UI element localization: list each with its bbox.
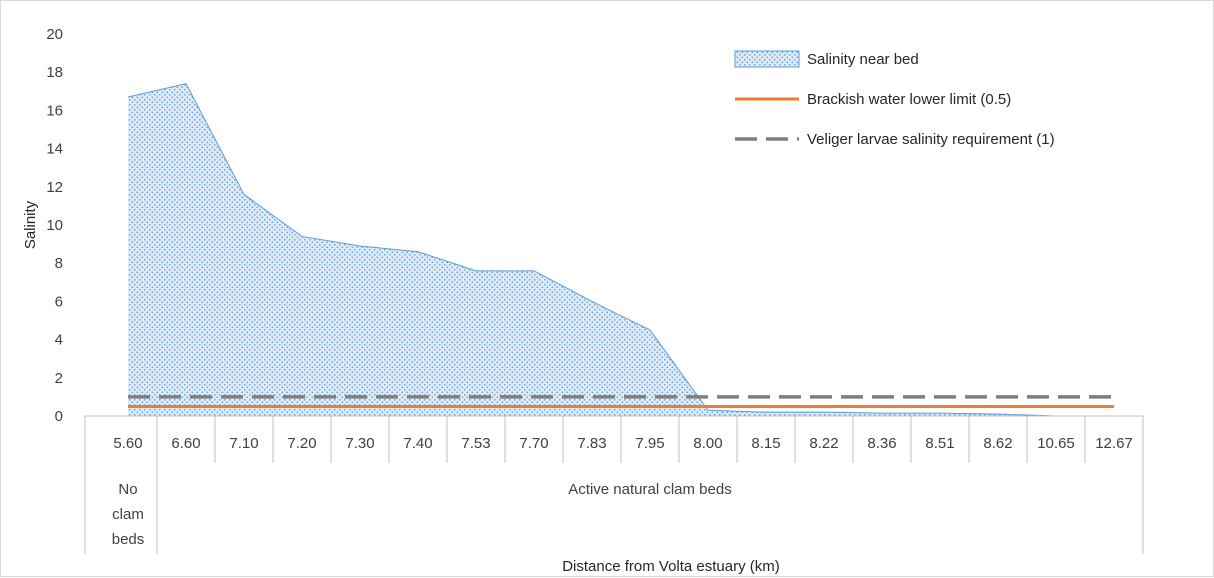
x-tick-label: 7.53 [461,435,490,452]
x-tick-label: 8.36 [867,435,896,452]
x-tick-label: 8.22 [809,435,838,452]
x-tick-label: 8.62 [983,435,1012,452]
x-tick-label: 12.67 [1095,435,1133,452]
x-tick-label: 8.15 [751,435,780,452]
x-axis-title: Distance from Volta estuary (km) [562,558,780,575]
legend-label: Veliger larvae salinity requirement (1) [807,131,1055,148]
y-tick-label: 8 [55,255,63,272]
x-tick-label: 7.95 [635,435,664,452]
x-tick-label: 7.10 [229,435,258,452]
x-tick-label: 7.83 [577,435,606,452]
x-tick-label: 10.65 [1037,435,1075,452]
y-tick-label: 12 [46,179,63,196]
y-tick-label: 14 [46,141,63,158]
y-tick-label: 6 [55,293,63,310]
x-group-label: beds [112,531,145,548]
legend-label: Brackish water lower limit (0.5) [807,91,1011,108]
x-group-label: Active natural clam beds [568,481,731,498]
x-tick-label: 7.20 [287,435,316,452]
y-tick-label: 4 [55,332,63,349]
x-tick-label: 7.70 [519,435,548,452]
y-tick-label: 18 [46,64,63,81]
x-tick-label: 5.60 [113,435,142,452]
x-tick-label: 8.51 [925,435,954,452]
y-tick-label: 0 [55,408,63,425]
y-tick-label: 10 [46,217,63,234]
y-axis-title: Salinity [22,200,39,249]
legend-label: Salinity near bed [807,51,919,68]
legend-swatch-salinity [735,51,799,67]
x-group-label: clam [112,506,144,523]
y-tick-label: 2 [55,370,63,387]
x-tick-label: 7.30 [345,435,374,452]
y-tick-label: 16 [46,102,63,119]
y-tick-label: 20 [46,26,63,43]
x-tick-label: 8.00 [693,435,722,452]
x-tick-label: 7.40 [403,435,432,452]
x-tick-label: 6.60 [171,435,200,452]
x-group-label: No [118,481,137,498]
